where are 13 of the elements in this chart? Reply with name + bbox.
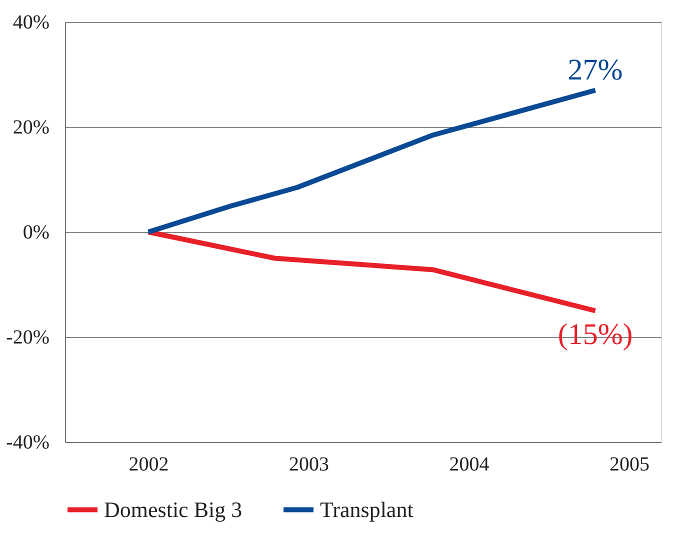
y-tick-label: -40%	[6, 432, 50, 454]
x-tick-label: 2004	[449, 454, 490, 476]
x-tick-label: 2005	[609, 454, 650, 476]
legend-label: Domestic Big 3	[104, 496, 242, 522]
y-tick-label: 20%	[12, 116, 50, 138]
annotation: (15%)	[558, 318, 633, 351]
y-tick-label: 40%	[12, 12, 50, 34]
x-tick-label: 2002	[128, 454, 169, 476]
y-tick-label: -20%	[6, 326, 50, 348]
y-tick-label: 0%	[22, 222, 50, 244]
annotation: 27%	[568, 53, 623, 86]
legend-label: Transplant	[320, 496, 414, 522]
x-tick-label: 2003	[289, 454, 330, 476]
